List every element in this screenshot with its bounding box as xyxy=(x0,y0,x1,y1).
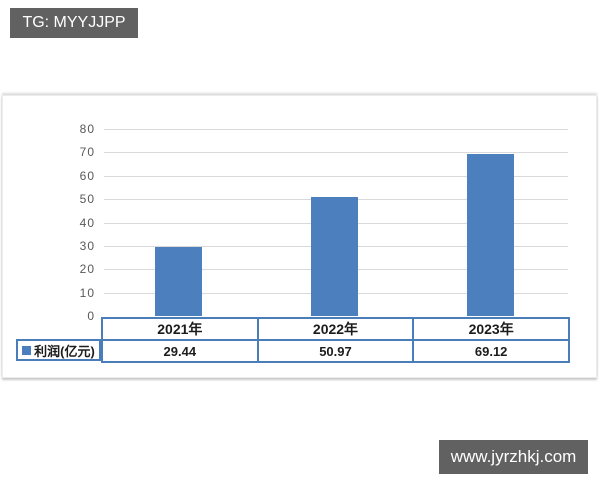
table-header-cell: 2023年 xyxy=(412,317,570,341)
table-value-row: 29.44 50.97 69.12 xyxy=(101,339,570,363)
bar-2022年 xyxy=(311,197,358,316)
table-header-cell: 2022年 xyxy=(256,317,415,341)
y-axis-tick-label: 20 xyxy=(79,262,95,276)
gridline xyxy=(104,129,568,130)
table-year-row: 2021年 2022年 2023年 xyxy=(101,317,570,341)
watermark-tag-badge: TG: MYYJJPP xyxy=(10,8,138,38)
watermark-url-badge: www.jyrzhkj.com xyxy=(439,440,588,474)
table-value-cell: 29.44 xyxy=(101,339,259,363)
y-axis-tick-label: 0 xyxy=(87,309,95,323)
y-axis-tick-label: 60 xyxy=(79,169,95,183)
series-name-label: 利润(亿元) xyxy=(34,343,95,359)
y-axis-tick-label: 10 xyxy=(79,286,95,300)
bar-2023年 xyxy=(467,154,514,316)
y-axis-tick-label: 50 xyxy=(79,192,95,206)
chart-container: 0 10 20 30 40 50 60 70 80 2021年 2022年 2023年 29.44 5… xyxy=(2,95,597,378)
table-value-cell: 50.97 xyxy=(256,339,415,363)
gridline xyxy=(104,152,568,153)
y-axis-tick-label: 30 xyxy=(79,239,95,253)
chart-data-table: 2021年 2022年 2023年 29.44 50.97 69.12 xyxy=(101,317,570,363)
bar-2021年 xyxy=(155,247,202,316)
gridline xyxy=(104,176,568,177)
table-value-cell: 69.12 xyxy=(412,339,570,363)
y-axis-tick-label: 40 xyxy=(79,216,95,230)
y-axis-tick-label: 80 xyxy=(79,122,95,136)
series-color-swatch-icon xyxy=(22,345,32,355)
table-header-cell: 2021年 xyxy=(101,317,259,341)
y-axis-tick-label: 70 xyxy=(79,145,95,159)
legend-key: 利润(亿元) xyxy=(16,339,101,361)
